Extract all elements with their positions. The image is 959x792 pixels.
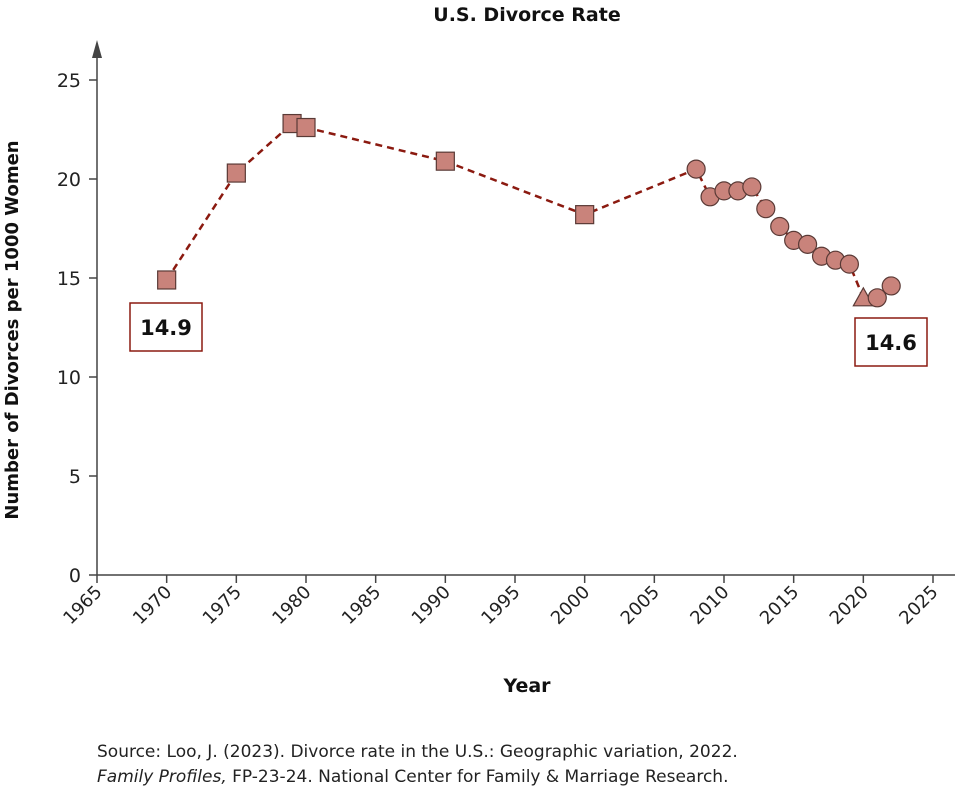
source-line-2-rest: FP-23-24. National Center for Family & M… [226, 767, 729, 787]
data-point-square [435, 151, 455, 171]
y-tick-label: 15 [57, 268, 81, 290]
data-point-circle [756, 199, 776, 219]
y-tick-label: 20 [57, 169, 81, 191]
x-tick-label: 1990 [408, 582, 455, 629]
annotation-label: 14.9 [140, 316, 192, 340]
annotation-box [854, 317, 928, 367]
y-tick-label: 5 [69, 466, 81, 488]
source-line-2: Family Profiles, FP-23-24. National Cent… [97, 765, 738, 790]
annotation-label: 14.6 [865, 331, 917, 355]
source-note: Source: Loo, J. (2023). Divorce rate in … [97, 740, 738, 790]
x-tick-label: 1975 [199, 582, 246, 629]
x-tick-label: 1995 [477, 582, 524, 629]
data-point-square [226, 163, 246, 183]
y-tick-label: 25 [57, 70, 81, 92]
y-axis-label: Number of Divorces per 1000 Women [2, 140, 23, 519]
source-journal: Family Profiles, [97, 767, 227, 787]
x-tick-label: 2000 [547, 582, 594, 629]
x-tick-label: 2020 [826, 582, 873, 629]
data-point-circle [742, 177, 762, 197]
data-point-circle [839, 254, 860, 274]
x-tick-label: 1970 [129, 582, 176, 629]
data-point-circle [881, 276, 901, 296]
x-tick-label: 2015 [756, 582, 803, 629]
data-point-square [575, 205, 595, 225]
y-axis-arrow [92, 40, 102, 58]
data-point-circle [867, 288, 887, 308]
y-tick-label: 10 [57, 367, 81, 389]
data-point-square [296, 117, 316, 138]
source-line-1: Source: Loo, J. (2023). Divorce rate in … [97, 742, 738, 762]
chart-title: U.S. Divorce Rate [433, 4, 620, 26]
x-tick-label: 2005 [617, 582, 664, 629]
y-tick-label: 0 [69, 565, 81, 587]
x-tick-label: 1965 [59, 582, 106, 629]
data-point-circle [797, 234, 818, 254]
data-point-circle [770, 216, 790, 237]
x-tick-label: 2025 [895, 582, 942, 629]
x-tick-label: 1985 [338, 582, 385, 629]
x-tick-label: 1980 [268, 582, 315, 629]
annotation-box [129, 302, 203, 352]
x-tick-label: 2010 [686, 582, 733, 629]
x-axis-label: Year [502, 675, 551, 697]
data-point-square [157, 270, 177, 290]
data-point-circle [686, 159, 706, 179]
